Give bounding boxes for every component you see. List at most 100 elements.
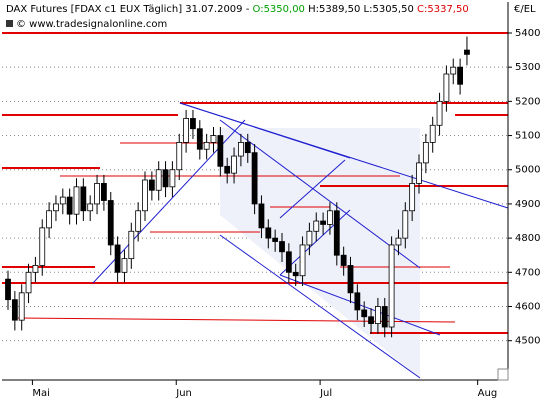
candle-body	[388, 244, 395, 328]
candle-body	[190, 118, 196, 130]
candle-body	[327, 210, 333, 225]
candle-body	[11, 299, 18, 321]
candle-body	[354, 292, 361, 311]
candle-body	[5, 278, 11, 301]
candle-body	[53, 203, 59, 212]
candle-body	[46, 210, 52, 229]
header: DAX Futures [FDAX c1 EUX Täglich] 31.07.…	[6, 4, 469, 15]
corner-box	[497, 368, 509, 381]
candle-body	[128, 230, 135, 260]
candle-body	[402, 210, 409, 239]
candle-body	[210, 135, 217, 143]
candle-body	[429, 124, 436, 143]
shaded-area	[220, 128, 420, 378]
x-tick-label: Jun	[175, 388, 192, 399]
candle-body	[237, 141, 244, 157]
candle-body	[251, 152, 258, 205]
candle-body	[135, 210, 142, 232]
candle-body	[80, 186, 87, 212]
y-tick-label: 4600	[515, 301, 540, 312]
candle-body	[224, 165, 231, 174]
candle-body	[306, 230, 313, 246]
blue-line	[279, 159, 346, 219]
x-tick-label: Mai	[32, 388, 50, 399]
candle-body	[25, 271, 32, 294]
y-tick-label: 5300	[515, 62, 540, 73]
candle-body	[18, 292, 25, 321]
candle-body	[272, 237, 279, 242]
candle-body	[395, 237, 402, 246]
candle-body	[265, 227, 272, 239]
candle-body	[361, 309, 368, 318]
candle-body	[107, 200, 114, 246]
candle-body	[244, 141, 251, 154]
candle-body	[443, 73, 450, 102]
candle-body	[176, 141, 183, 171]
candle-body	[409, 183, 416, 212]
candle-body	[381, 306, 388, 328]
header-part: O:5350,00	[253, 4, 305, 15]
candle-body	[217, 135, 224, 167]
y-tick-label: 5100	[515, 131, 540, 142]
axes	[2, 2, 509, 381]
y-tick-label: 4900	[515, 199, 540, 210]
x-tick-label: Jul	[319, 388, 332, 399]
y-tick-label: 4700	[515, 267, 540, 278]
header-part: C:5337,50	[414, 4, 469, 15]
blue-line	[219, 234, 421, 379]
candle-body	[340, 254, 347, 266]
candle-body	[299, 244, 306, 277]
candle-body	[285, 251, 292, 273]
y-tick-label: 4800	[515, 233, 540, 244]
candle-body	[313, 220, 320, 232]
y-tick-label: 5200	[515, 96, 540, 107]
candle-body	[347, 265, 354, 294]
candle-body	[183, 118, 190, 143]
x-tick-label: Aug	[478, 388, 498, 399]
candle-body	[66, 196, 73, 215]
candle-body	[422, 141, 429, 164]
candle-body	[94, 183, 100, 205]
candle-body	[142, 179, 148, 212]
candle-body	[457, 66, 464, 85]
y-tick-label: 5400	[515, 28, 540, 39]
candle-body	[258, 203, 265, 229]
candle-body	[114, 244, 121, 273]
candle-body	[292, 271, 299, 277]
candle-body	[162, 169, 169, 188]
blue-line	[179, 102, 351, 159]
candle-body	[450, 66, 457, 75]
copyright: © www.tradesignalonline.com	[16, 19, 167, 30]
candle-body	[59, 196, 66, 205]
candle-body	[196, 128, 203, 150]
candle-body	[368, 316, 374, 324]
candle-body	[416, 162, 422, 184]
candle-body	[155, 169, 162, 191]
candle-body	[148, 179, 155, 191]
candle-body	[436, 100, 443, 126]
unit-label: €/EL	[514, 4, 536, 15]
candle-body	[279, 241, 285, 253]
drawings	[2, 32, 509, 379]
candle-body	[73, 186, 80, 215]
header-part: H:5389,50	[305, 4, 360, 15]
header-part: L:5305,50	[360, 4, 413, 15]
candle-body	[39, 227, 46, 266]
copyright-icon	[6, 20, 13, 27]
candle-body	[101, 183, 107, 201]
blue-line	[219, 119, 421, 269]
y-tick-label: 4500	[515, 336, 540, 347]
candle-body	[333, 210, 340, 256]
candle-body	[169, 169, 176, 188]
candle-body	[32, 265, 39, 273]
candle-body	[320, 220, 327, 225]
candle-body	[231, 155, 237, 174]
y-tick-label: 5000	[515, 165, 540, 176]
candle-body	[121, 258, 128, 273]
candle-body	[203, 141, 210, 150]
candle-body	[374, 306, 381, 324]
candle-body	[87, 203, 94, 212]
candle-body	[464, 49, 470, 55]
header-part: DAX Futures [FDAX c1 EUX Täglich] 31.07.…	[6, 4, 253, 15]
